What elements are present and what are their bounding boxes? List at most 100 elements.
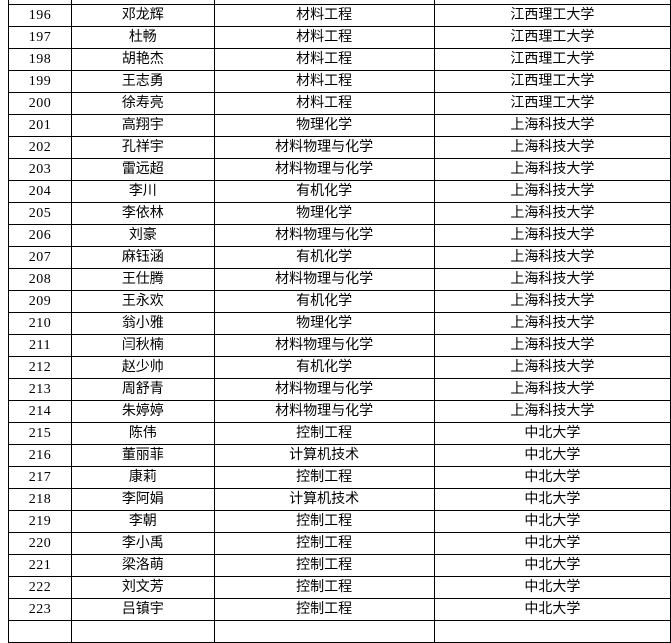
major-cell: 有机化学: [213, 356, 435, 379]
row-number-cell: 221: [7, 554, 73, 577]
row-number-cell: 222: [7, 576, 73, 599]
major-cell: 控制工程: [213, 554, 435, 577]
name-cell: 董丽菲: [71, 444, 215, 467]
university-cell: [433, 620, 671, 643]
table-row: 218 李阿娟 计算机技术 中北大学: [7, 488, 671, 511]
major-cell: 材料工程: [213, 92, 435, 115]
table-row: 205 李依林 物理化学 上海科技大学: [7, 202, 671, 225]
table-row: 212 赵少帅 有机化学 上海科技大学: [7, 356, 671, 379]
table-row: 197 杜畅 材料工程 江西理工大学: [7, 26, 671, 49]
name-cell: 闫秋楠: [71, 334, 215, 357]
major-cell: 物理化学: [213, 202, 435, 225]
major-cell: 计算机技术: [213, 444, 435, 467]
row-number-cell: 215: [7, 422, 73, 445]
major-cell: 材料工程: [213, 70, 435, 93]
university-cell: 上海科技大学: [433, 202, 671, 225]
major-cell: 物理化学: [213, 312, 435, 335]
major-cell: 有机化学: [213, 290, 435, 313]
row-number-cell: 197: [7, 26, 73, 49]
university-cell: 上海科技大学: [433, 268, 671, 291]
row-number-cell: 209: [7, 290, 73, 313]
major-cell: [213, 620, 435, 643]
name-cell: 吕镇宇: [71, 598, 215, 621]
major-cell: 有机化学: [213, 246, 435, 269]
name-cell: 雷远超: [71, 158, 215, 181]
name-cell: 王志勇: [71, 70, 215, 93]
table-row: 211 闫秋楠 材料物理与化学 上海科技大学: [7, 334, 671, 357]
table-row: 200 徐寿亮 材料工程 江西理工大学: [7, 92, 671, 115]
major-cell: 计算机技术: [213, 488, 435, 511]
row-number-cell: 199: [7, 70, 73, 93]
university-cell: 中北大学: [433, 444, 671, 467]
table-row: 208 王仕腾 材料物理与化学 上海科技大学: [7, 268, 671, 291]
table-row: 223 吕镇宇 控制工程 中北大学: [7, 598, 671, 621]
name-cell: 胡艳杰: [71, 48, 215, 71]
row-number-cell: 205: [7, 202, 73, 225]
row-number-cell: 203: [7, 158, 73, 181]
row-number-cell: 198: [7, 48, 73, 71]
table-row: 196 邓龙辉 材料工程 江西理工大学: [7, 4, 671, 27]
partial-row-bottom: [7, 620, 671, 643]
students-table: 196 邓龙辉 材料工程 江西理工大学 197 杜畅 材料工程 江西理工大学 198 胡艳杰 材料工…: [7, 0, 671, 643]
major-cell: 材料物理与化学: [213, 158, 435, 181]
table-row: 216 董丽菲 计算机技术 中北大学: [7, 444, 671, 467]
name-cell: 康莉: [71, 466, 215, 489]
row-number-cell: 214: [7, 400, 73, 423]
name-cell: 李小禹: [71, 532, 215, 555]
row-number-cell: 220: [7, 532, 73, 555]
row-number-cell: 213: [7, 378, 73, 401]
table-row: 213 周舒青 材料物理与化学 上海科技大学: [7, 378, 671, 401]
major-cell: 材料物理与化学: [213, 334, 435, 357]
table-row: 201 高翔宇 物理化学 上海科技大学: [7, 114, 671, 137]
university-cell: 江西理工大学: [433, 92, 671, 115]
row-number-cell: 217: [7, 466, 73, 489]
university-cell: 江西理工大学: [433, 70, 671, 93]
university-cell: 上海科技大学: [433, 158, 671, 181]
row-number-cell: 204: [7, 180, 73, 203]
major-cell: 物理化学: [213, 114, 435, 137]
university-cell: 上海科技大学: [433, 312, 671, 335]
table-row: 219 李朝 控制工程 中北大学: [7, 510, 671, 533]
university-cell: 上海科技大学: [433, 180, 671, 203]
name-cell: 王永欢: [71, 290, 215, 313]
table-row: 209 王永欢 有机化学 上海科技大学: [7, 290, 671, 313]
name-cell: 李朝: [71, 510, 215, 533]
name-cell: 赵少帅: [71, 356, 215, 379]
name-cell: 徐寿亮: [71, 92, 215, 115]
university-cell: 江西理工大学: [433, 26, 671, 49]
name-cell: 周舒青: [71, 378, 215, 401]
table-row: 203 雷远超 材料物理与化学 上海科技大学: [7, 158, 671, 181]
major-cell: 材料工程: [213, 4, 435, 27]
name-cell: 王仕腾: [71, 268, 215, 291]
table-row: 214 朱婷婷 材料物理与化学 上海科技大学: [7, 400, 671, 423]
name-cell: 刘豪: [71, 224, 215, 247]
row-number-cell: 212: [7, 356, 73, 379]
table-row: 210 翁小雅 物理化学 上海科技大学: [7, 312, 671, 335]
university-cell: 中北大学: [433, 532, 671, 555]
table-row: 220 李小禹 控制工程 中北大学: [7, 532, 671, 555]
major-cell: 材料物理与化学: [213, 268, 435, 291]
table-row: 202 孔祥宇 材料物理与化学 上海科技大学: [7, 136, 671, 159]
name-cell: 孔祥宇: [71, 136, 215, 159]
university-cell: 江西理工大学: [433, 48, 671, 71]
major-cell: 材料工程: [213, 48, 435, 71]
row-number-cell: 211: [7, 334, 73, 357]
university-cell: 中北大学: [433, 510, 671, 533]
name-cell: 麻钰涵: [71, 246, 215, 269]
name-cell: 李依林: [71, 202, 215, 225]
row-number-cell: 218: [7, 488, 73, 511]
name-cell: 梁洛萌: [71, 554, 215, 577]
table-row: 204 李川 有机化学 上海科技大学: [7, 180, 671, 203]
university-cell: 中北大学: [433, 422, 671, 445]
name-cell: 翁小雅: [71, 312, 215, 335]
university-cell: 中北大学: [433, 576, 671, 599]
university-cell: 上海科技大学: [433, 290, 671, 313]
row-number-cell: 208: [7, 268, 73, 291]
major-cell: 控制工程: [213, 598, 435, 621]
row-number-cell: 196: [7, 4, 73, 27]
table-row: 215 陈伟 控制工程 中北大学: [7, 422, 671, 445]
row-number-cell: 210: [7, 312, 73, 335]
major-cell: 控制工程: [213, 510, 435, 533]
name-cell: 陈伟: [71, 422, 215, 445]
university-cell: 中北大学: [433, 598, 671, 621]
